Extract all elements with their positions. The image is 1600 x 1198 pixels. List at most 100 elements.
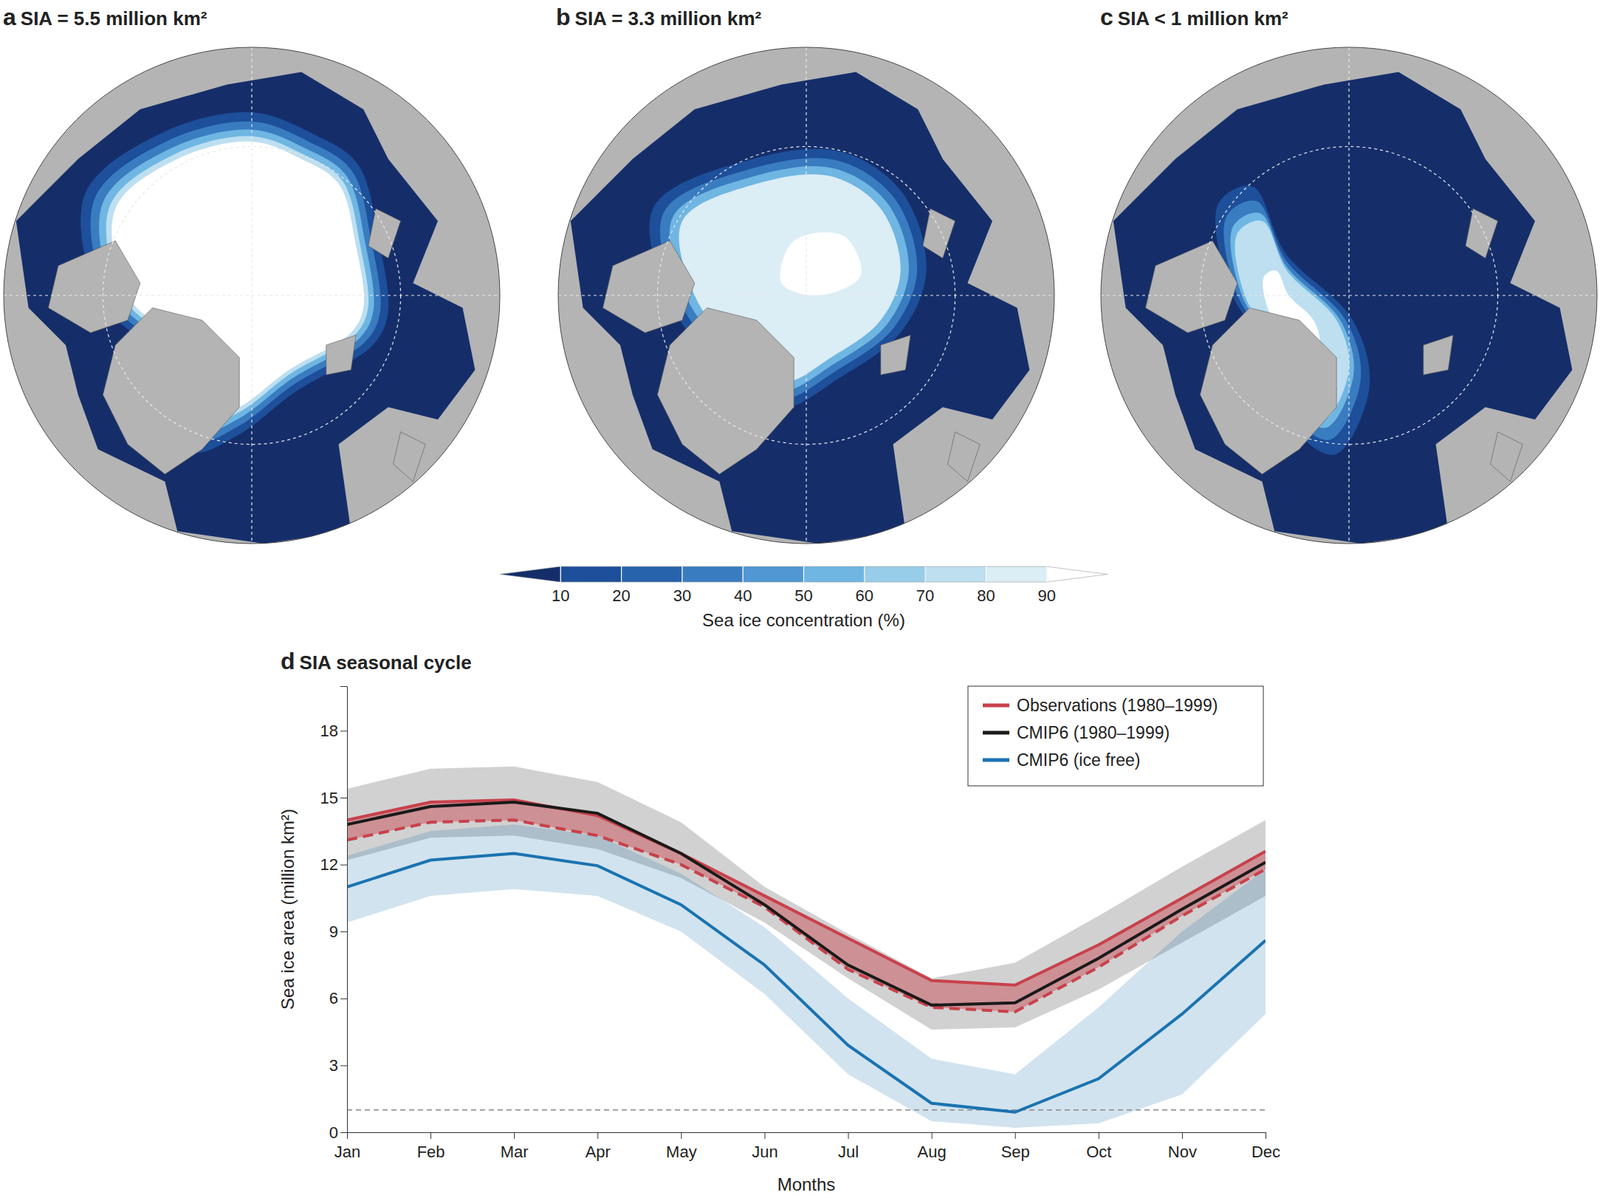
land [602, 240, 695, 333]
land [1490, 431, 1524, 482]
series-line [347, 853, 1266, 1112]
polar-map [558, 47, 1055, 544]
x-tick: Jan [334, 1131, 361, 1161]
graticule [805, 47, 807, 544]
ocean [1113, 72, 1573, 544]
colorbar-tick-label: 40 [733, 586, 752, 605]
panel-title-text: SIA = 3.3 million km² [575, 7, 762, 30]
colorbar-segment [1046, 566, 1108, 582]
x-axis-line [347, 1132, 1267, 1140]
colorbar: 102030405060708090Sea ice concentration … [499, 566, 1108, 630]
colorbar-tick [681, 566, 683, 582]
colorbar-tick-label: 50 [794, 586, 813, 605]
panel-letter: a [2, 3, 17, 31]
x-tick-label: Aug [917, 1142, 947, 1161]
y-tick-label: 3 [329, 1055, 339, 1075]
colorbar-label: Sea ice concentration (%) [702, 609, 906, 630]
x-tick-label: May [665, 1142, 698, 1161]
colorbar-tick [742, 566, 744, 582]
x-tick: Jun [751, 1131, 778, 1161]
colorbar-tick-label: 10 [551, 586, 570, 605]
x-tick: Feb [417, 1131, 446, 1161]
colorbar-segment [560, 566, 621, 582]
x-tick-mark [1265, 1131, 1267, 1139]
map-outline [558, 47, 1055, 544]
ocean [16, 72, 476, 544]
x-tick-mark [1182, 1131, 1183, 1139]
y-axis-title: Sea ice area (million km²) [277, 808, 298, 1010]
colorbar-tick [924, 566, 926, 582]
y-tick-mark [340, 1131, 348, 1133]
panel-title: aSIA = 5.5 million km² [2, 3, 208, 31]
colorbar-tick-label: 60 [855, 586, 874, 605]
ice-concentration-contour [779, 232, 862, 297]
colorbar-segment [682, 566, 743, 582]
y-axis: 0369121518 [320, 686, 348, 1142]
y-tick-label: 12 [320, 855, 339, 874]
x-tick-label: Dec [1251, 1142, 1281, 1161]
land [922, 208, 956, 258]
land [1423, 335, 1454, 376]
figure: aSIA = 5.5 million km² bSIA = 3.3 million… [0, 0, 1600, 1198]
colorbar-tick-label: 30 [673, 586, 692, 605]
x-tick: Dec [1251, 1131, 1281, 1161]
colorbar-segment [864, 566, 926, 582]
colorbar-segment [804, 566, 865, 582]
panel-title-text: SIA seasonal cycle [299, 651, 472, 674]
y-tick-mark [340, 998, 348, 999]
threshold-line [347, 1108, 1266, 1111]
x-tick-label: Oct [1086, 1142, 1112, 1161]
x-tick: Jul [838, 1131, 859, 1161]
land [393, 431, 427, 482]
y-tick: 0 [329, 1123, 348, 1142]
legend: Observations (1980–1999)CMIP6 (1980–1999… [967, 685, 1264, 786]
panel-letter: b [555, 3, 571, 31]
land [657, 307, 794, 475]
colorbar-tick-label: 70 [916, 586, 935, 605]
land [1145, 240, 1237, 333]
x-tick-label: Jan [334, 1142, 361, 1161]
y-tick-label: 9 [329, 922, 339, 941]
x-tick-mark [1098, 1131, 1100, 1139]
panel-title: bSIA = 3.3 million km² [555, 3, 762, 31]
y-tick: 9 [329, 922, 348, 941]
x-tick-label: Feb [417, 1142, 446, 1161]
x-tick-mark [680, 1131, 682, 1139]
y-tick: 18 [320, 721, 348, 740]
colorbar-segment [985, 566, 1047, 582]
colorbar-segment [742, 566, 804, 582]
x-tick-mark [513, 1131, 515, 1139]
series-line [347, 801, 1266, 1005]
colorbar-tick [560, 566, 562, 582]
polar-map [1100, 47, 1598, 544]
colorbar-tick [985, 566, 987, 582]
x-tick-mark [764, 1131, 765, 1139]
land [47, 240, 140, 333]
land [326, 335, 356, 376]
y-tick-label: 18 [320, 721, 339, 740]
colorbar-tick-label: 90 [1037, 586, 1056, 605]
x-tick-label: Jun [751, 1142, 778, 1161]
land [1465, 208, 1499, 258]
x-tick-label: Nov [1168, 1142, 1197, 1161]
legend-swatch [982, 730, 1010, 735]
series-line [347, 799, 1266, 985]
land [1199, 307, 1337, 475]
legend-label: CMIP6 (ice free) [1016, 750, 1141, 770]
land-background [1100, 47, 1598, 544]
ocean [570, 72, 1030, 544]
land [948, 431, 981, 482]
x-tick: Apr [585, 1131, 611, 1161]
x-tick: Oct [1086, 1131, 1112, 1161]
polar-map [3, 47, 500, 544]
colorbar-tick-label: 20 [612, 586, 630, 605]
y-tick-mark [340, 931, 348, 932]
map-outline [1100, 47, 1598, 544]
y-axis-line [340, 686, 348, 1133]
x-tick: May [665, 1131, 698, 1161]
panel-letter: d [280, 647, 296, 675]
land-background [3, 47, 500, 544]
series-line [347, 819, 1266, 1012]
x-tick-mark [1015, 1131, 1016, 1139]
graticule [1348, 47, 1349, 544]
